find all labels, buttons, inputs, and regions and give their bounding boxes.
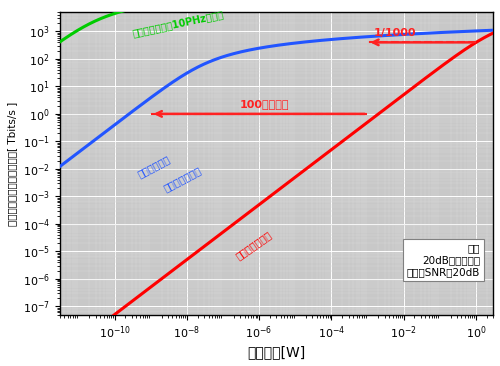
Text: 量子デコーダ（10PHz帯域）: 量子デコーダ（10PHz帯域） bbox=[132, 8, 225, 38]
Text: 量子デコーダ: 量子デコーダ bbox=[136, 154, 172, 179]
X-axis label: 送信電力[W]: 送信電力[W] bbox=[247, 345, 306, 359]
Text: （光ファイバ）: （光ファイバ） bbox=[162, 165, 202, 194]
Y-axis label: 伝送速度（線路１芯当り）[ Tbits/s ]: 伝送速度（線路１芯当り）[ Tbits/s ] bbox=[7, 101, 17, 225]
Text: 近未来の光通信: 近未来の光通信 bbox=[234, 230, 273, 262]
Text: 1/1000: 1/1000 bbox=[374, 28, 416, 38]
Text: 100万分の１: 100万分の１ bbox=[240, 99, 290, 109]
Text: 仮定
20dB減衰通信路
受信機SNR～20dB: 仮定 20dB減衰通信路 受信機SNR～20dB bbox=[406, 243, 480, 277]
